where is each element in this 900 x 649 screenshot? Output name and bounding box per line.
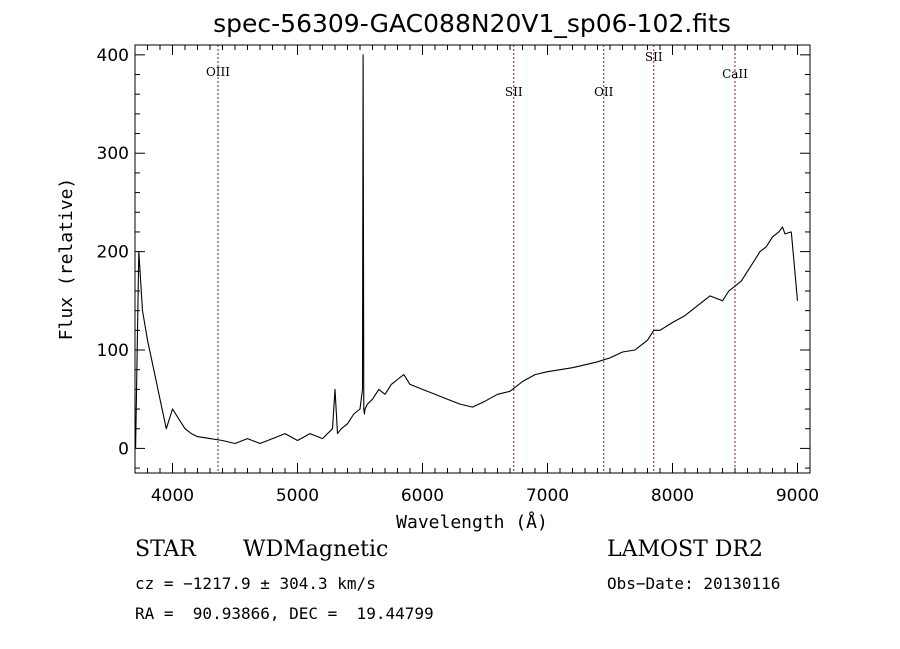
spectrum-chart: spec-56309-GAC088N20V1_sp06-102.fits OII… bbox=[56, 9, 819, 533]
line-marker-label: OIII bbox=[206, 65, 230, 79]
y-tick-label: 400 bbox=[97, 46, 129, 66]
y-axis-label: Flux (relative) bbox=[56, 178, 77, 341]
y-tick-label: 100 bbox=[97, 341, 129, 361]
x-tick-label: 4000 bbox=[151, 486, 194, 506]
x-tick-label: 8000 bbox=[651, 486, 694, 506]
survey-name: LAMOST DR2 bbox=[607, 537, 763, 562]
y-tick-label: 200 bbox=[97, 243, 129, 263]
spectrum-line bbox=[135, 54, 799, 449]
chart-title: spec-56309-GAC088N20V1_sp06-102.fits bbox=[213, 9, 731, 38]
object-class: STAR bbox=[135, 537, 196, 562]
plot-frame bbox=[134, 44, 811, 474]
line-marker-label: SII bbox=[645, 50, 663, 64]
spectrum-series bbox=[135, 54, 799, 449]
observation-date: Obs−Date: 20130116 bbox=[607, 574, 781, 593]
x-axis-label: Wavelength (Å) bbox=[396, 511, 548, 533]
x-tick-label: 5000 bbox=[276, 486, 319, 506]
line-marker-label: SII bbox=[505, 85, 523, 99]
object-subclass: WDMagnetic bbox=[243, 537, 389, 562]
line-marker-label: OII bbox=[594, 85, 614, 99]
y-tick-label: 300 bbox=[97, 144, 129, 164]
axes: 4000 5000 6000 7000 8000 9000 0 100 200 300 400 bbox=[97, 45, 819, 506]
x-tick-label: 7000 bbox=[526, 486, 569, 506]
x-tick-label: 9000 bbox=[776, 486, 819, 506]
x-tick-label: 6000 bbox=[401, 486, 444, 506]
redshift-velocity: cz = −1217.9 ± 304.3 km/s bbox=[135, 574, 376, 593]
y-tick-label: 0 bbox=[118, 439, 129, 459]
emission-line-markers: OIII SII OII SII CaII bbox=[206, 45, 748, 473]
sky-coordinates: RA = 90.93866, DEC = 19.44799 bbox=[135, 604, 434, 623]
line-marker-label: CaII bbox=[722, 67, 748, 81]
